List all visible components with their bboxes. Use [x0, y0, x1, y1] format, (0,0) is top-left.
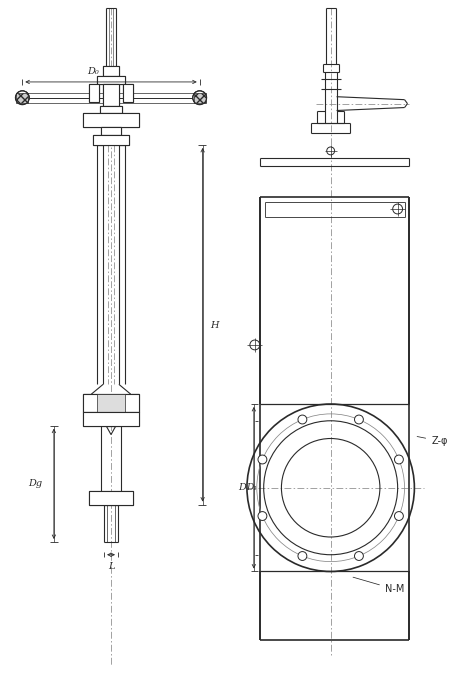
Bar	[83, 114, 139, 127]
Text: D: D	[238, 484, 246, 492]
Bar	[83, 114, 139, 127]
Bar	[103, 84, 119, 106]
Text: Z-φ: Z-φ	[417, 436, 448, 446]
Circle shape	[298, 415, 307, 424]
Bar	[83, 412, 139, 426]
Circle shape	[193, 91, 207, 105]
Bar	[123, 84, 133, 101]
Circle shape	[327, 147, 335, 155]
Bar	[93, 135, 129, 145]
Circle shape	[258, 455, 267, 464]
Bar	[194, 93, 206, 103]
Bar	[90, 84, 99, 101]
Text: Dg: Dg	[28, 479, 42, 488]
Bar	[100, 106, 122, 114]
Bar	[93, 135, 129, 145]
Circle shape	[395, 455, 403, 464]
Bar	[90, 491, 133, 505]
Text: H: H	[211, 321, 219, 330]
Bar	[83, 394, 139, 412]
Bar	[100, 106, 122, 114]
Bar	[90, 491, 133, 505]
Bar	[97, 76, 125, 84]
Circle shape	[395, 511, 403, 520]
Bar	[90, 84, 99, 101]
Bar	[101, 127, 121, 135]
Bar	[103, 66, 119, 76]
Bar	[83, 412, 139, 426]
Circle shape	[298, 552, 307, 560]
Bar	[97, 76, 125, 84]
Circle shape	[15, 91, 29, 105]
Text: L: L	[108, 562, 114, 571]
Circle shape	[355, 415, 363, 424]
Bar	[103, 84, 119, 106]
Text: D₀: D₀	[87, 67, 99, 76]
Bar	[123, 84, 133, 101]
Bar	[103, 66, 119, 76]
Circle shape	[393, 204, 403, 214]
Bar	[17, 93, 28, 103]
Text: N-M: N-M	[353, 577, 404, 595]
Bar	[83, 394, 139, 412]
Circle shape	[258, 511, 267, 520]
Circle shape	[250, 340, 260, 350]
Bar	[101, 127, 121, 135]
Circle shape	[355, 552, 363, 560]
Bar	[97, 394, 125, 412]
Text: D₁: D₁	[246, 484, 257, 492]
